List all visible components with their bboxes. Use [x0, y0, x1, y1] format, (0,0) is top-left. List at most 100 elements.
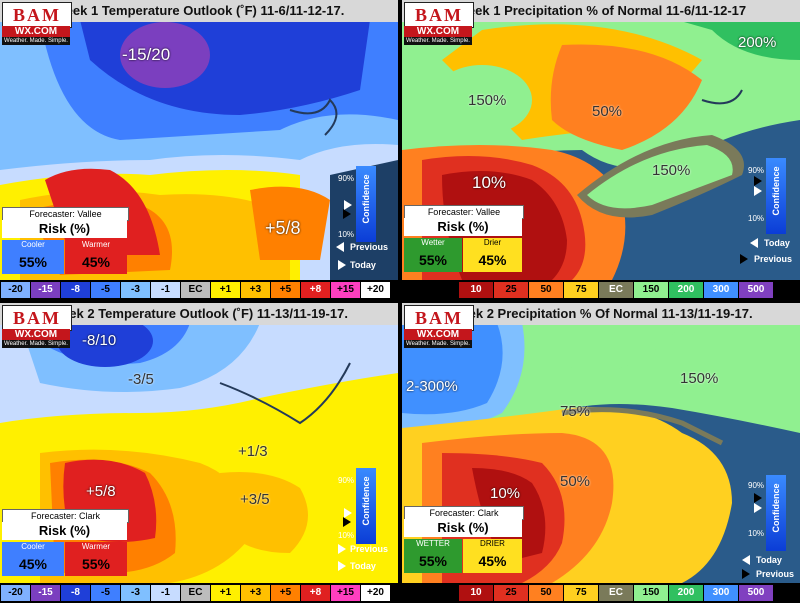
forecaster-label: Forecaster: Vallee	[2, 207, 129, 221]
bamwx-logo: BAM WX.COM Weather. Made. Simple.	[2, 2, 72, 45]
legend-swatch: 75	[564, 585, 598, 601]
legend-swatch: -15	[31, 585, 60, 601]
week1-precipitation-panel: Week 1 Precipitation % of Normal 11-6/11…	[402, 0, 800, 300]
map-label-east: +1/3	[238, 443, 268, 460]
logo-bam: BAM	[2, 305, 72, 331]
previous-label: Previous	[756, 569, 795, 579]
map-label-midwest: 50%	[592, 103, 623, 120]
map-label-warm-southwest: +5/8	[86, 483, 116, 500]
week1-temperature-panel: Week 1 Temperature Outlook (˚F) 11-6/11-…	[0, 0, 398, 300]
map-label-warm-southeast: +5/8	[265, 218, 301, 238]
legend-swatch: EC	[599, 282, 633, 298]
legend-swatch: -20	[1, 585, 30, 601]
legend-swatch: +8	[301, 585, 330, 601]
previous-arrow-icon	[336, 242, 344, 252]
forecaster-label: Forecaster: Clark	[2, 509, 129, 523]
logo-tagline: Weather. Made. Simple.	[404, 340, 472, 348]
legend-swatch: -1	[151, 282, 180, 298]
risk-cooler-value: 45%	[2, 552, 64, 576]
risk-header: Risk (%)	[404, 519, 522, 537]
legend-swatch: -5	[91, 585, 120, 601]
confidence-scale: Confidence	[356, 166, 376, 242]
legend-swatch: 500	[739, 585, 773, 601]
risk-header: Risk (%)	[404, 218, 522, 236]
legend-swatch: +1	[211, 585, 240, 601]
panel-title: Week 2 Temperature Outlook (˚F) 11-13/11…	[50, 306, 348, 321]
legend-swatch: -15	[31, 282, 60, 298]
title-bar	[402, 303, 800, 325]
confidence-scale: Confidence	[766, 158, 786, 234]
legend-swatch: +3	[241, 585, 270, 601]
today-arrow-icon	[742, 555, 750, 565]
logo-bam: BAM	[2, 2, 72, 28]
legend-swatch: -20	[1, 282, 30, 298]
confidence-bottom-label: 10%	[338, 531, 355, 540]
risk-header: Risk (%)	[2, 522, 127, 540]
risk-drier-label: Drier	[463, 238, 522, 248]
confidence-top-label: 90%	[338, 174, 355, 183]
forecaster-label: Forecaster: Vallee	[404, 205, 524, 219]
precipitation-legend: 10 25 50 75 EC 150 200 300 500	[402, 280, 800, 300]
risk-warmer-value: 55%	[65, 552, 127, 576]
title-bar	[0, 0, 398, 22]
risk-wetter-value: 55%	[404, 248, 462, 272]
map-label-northeast: 150%	[680, 370, 719, 387]
map-label-northwest: 150%	[468, 92, 507, 109]
legend-swatch: -3	[121, 282, 150, 298]
today-label: Today	[756, 555, 782, 565]
map-label-central: 75%	[560, 403, 591, 420]
map-label-south-central: 50%	[560, 473, 591, 490]
previous-marker-icon	[754, 186, 762, 196]
legend-swatch: 150	[634, 585, 668, 601]
today-marker-icon	[754, 176, 762, 186]
confidence-word: Confidence	[361, 174, 371, 224]
risk-wetter-value: 55%	[404, 549, 462, 573]
legend-swatch: -8	[61, 585, 90, 601]
legend-swatch: -5	[91, 282, 120, 298]
today-arrow-icon	[338, 260, 346, 270]
temperature-legend: -20 -15 -8 -5 -3 -1 EC +1 +3 +5 +8 +15 +20	[0, 280, 398, 300]
risk-wetter-label: WETTER	[404, 539, 462, 549]
logo-bam: BAM	[404, 305, 474, 331]
map-label-southwest: 10%	[490, 485, 521, 502]
risk-cooler-label: Cooler	[2, 240, 64, 250]
map-label-northeast: 200%	[738, 34, 777, 51]
panel-title: Week 2 Precipitation % Of Normal 11-13/1…	[449, 306, 753, 321]
panel-title: Week 1 Temperature Outlook (˚F) 11-6/11-…	[53, 3, 345, 18]
previous-arrow-icon	[740, 254, 748, 264]
legend-swatch: 200	[669, 585, 703, 601]
confidence-word: Confidence	[771, 166, 781, 216]
legend-swatch: 50	[529, 585, 563, 601]
week1-precipitation-map	[402, 0, 800, 300]
confidence-top-label: 90%	[748, 481, 765, 490]
legend-swatch: 25	[494, 282, 528, 298]
legend-swatch: EC	[599, 585, 633, 601]
confidence-word: Confidence	[771, 483, 781, 533]
confidence-top-label: 90%	[748, 166, 765, 175]
legend-swatch: 150	[634, 282, 668, 298]
legend-swatch: +15	[331, 585, 360, 601]
logo-wx: WX.COM	[2, 26, 70, 37]
today-arrow-icon	[338, 561, 346, 571]
previous-label: Previous	[350, 544, 389, 554]
legend-swatch: 300	[704, 585, 738, 601]
today-marker-icon	[343, 517, 351, 527]
legend-swatch: +5	[271, 282, 300, 298]
today-marker-icon	[754, 493, 762, 503]
legend-swatch: +5	[271, 585, 300, 601]
risk-cooler-label: Cooler	[2, 542, 64, 552]
risk-drier-label: DRIER	[463, 539, 522, 549]
risk-cooler-value: 55%	[2, 250, 64, 274]
confidence-bottom-label: 10%	[748, 214, 765, 223]
map-label-cold-core: -8/10	[82, 332, 117, 349]
week2-temperature-panel: Week 2 Temperature Outlook (˚F) 11-13/11…	[0, 303, 398, 603]
risk-warmer-value: 45%	[65, 250, 127, 274]
legend-swatch: 75	[564, 282, 598, 298]
legend-swatch: 50	[529, 282, 563, 298]
legend-swatch: 200	[669, 282, 703, 298]
map-label-southeast: 150%	[652, 162, 691, 179]
logo-wx: WX.COM	[2, 329, 70, 340]
confidence-bottom-label: 10%	[338, 230, 355, 239]
risk-warmer-label: Warmer	[65, 542, 127, 552]
logo-wx: WX.COM	[404, 26, 472, 37]
